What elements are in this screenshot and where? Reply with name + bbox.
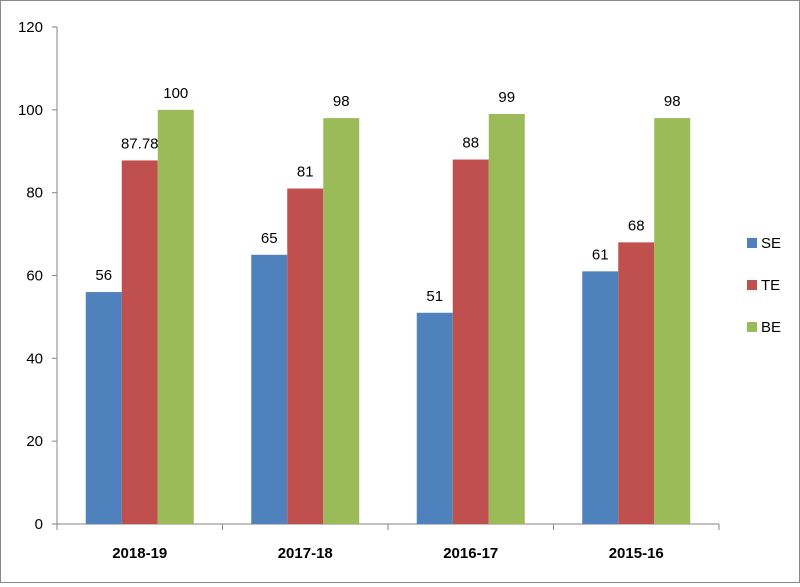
x-tick-label: 2017-18	[278, 545, 333, 562]
legend-swatch-se	[747, 238, 757, 248]
y-tick-label: 80	[26, 185, 43, 202]
y-tick-label: 20	[26, 433, 43, 450]
data-label-be: 98	[664, 93, 681, 110]
y-tick-label: 0	[35, 516, 43, 533]
bar-te	[452, 159, 489, 525]
data-label-te: 68	[628, 217, 645, 234]
data-label-te: 81	[297, 164, 314, 181]
data-label-se: 61	[592, 246, 609, 263]
bar-te	[287, 188, 324, 524]
legend-swatch-be	[747, 322, 757, 332]
legend-label-te: TE	[761, 277, 780, 294]
data-label-te: 87.78	[121, 135, 159, 152]
bar-se	[251, 254, 288, 524]
bar-se	[582, 271, 619, 524]
legend-label-be: BE	[761, 319, 781, 336]
legend-label-se: SE	[761, 235, 781, 252]
bar-se	[85, 292, 122, 524]
data-label-be: 99	[498, 89, 515, 106]
legend-swatch-te	[747, 280, 757, 290]
data-label-te: 88	[462, 135, 479, 152]
x-tick-label: 2018-19	[112, 545, 167, 562]
y-tick-label: 60	[26, 268, 43, 285]
y-tick-label: 120	[18, 19, 43, 36]
bar-be	[323, 118, 360, 524]
y-tick-label: 40	[26, 350, 43, 367]
bar-te	[121, 160, 158, 524]
data-labels: 56 87.78 100 65 81 98 51 88 99 61 68 98	[95, 85, 680, 305]
data-label-se: 51	[426, 288, 443, 305]
data-label-se: 65	[261, 230, 278, 247]
data-label-be: 100	[163, 85, 188, 102]
bar-te	[618, 242, 655, 524]
y-tick-label: 100	[18, 102, 43, 119]
data-label-be: 98	[333, 93, 350, 110]
axes: 0 20 40 60 80 100 120 2018-19 2017-18 2016-17 2015…	[18, 19, 720, 562]
bar-be	[654, 118, 691, 524]
bars	[85, 109, 691, 525]
bar-be	[157, 109, 194, 524]
x-tick-label: 2015-16	[609, 545, 664, 562]
bar-se	[416, 312, 453, 524]
x-tick-label: 2016-17	[443, 545, 498, 562]
legend: SE TE BE	[747, 235, 781, 336]
bar-be	[488, 113, 525, 524]
data-label-se: 56	[95, 267, 112, 284]
